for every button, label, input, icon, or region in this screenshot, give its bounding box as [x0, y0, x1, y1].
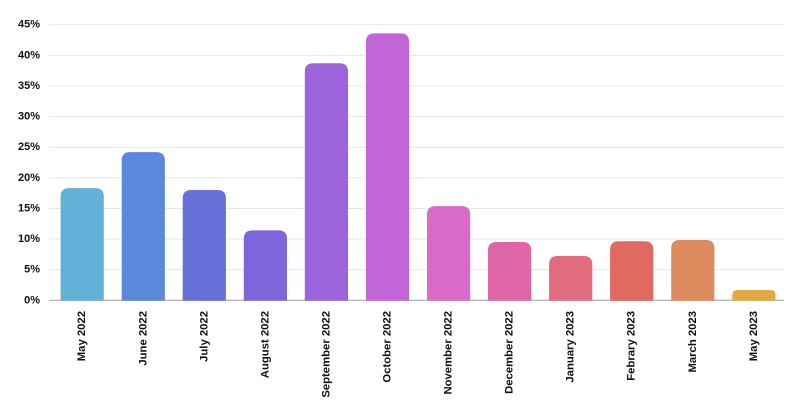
svg-text:March 2023: March 2023	[687, 311, 699, 373]
svg-text:May 2022: May 2022	[76, 311, 88, 361]
svg-text:25%: 25%	[18, 141, 40, 153]
svg-text:August 2022: August 2022	[259, 311, 271, 378]
svg-text:September 2022: September 2022	[320, 311, 332, 398]
svg-text:30%: 30%	[18, 111, 40, 123]
svg-text:May 2023: May 2023	[748, 311, 760, 361]
svg-text:10%: 10%	[18, 233, 40, 245]
svg-text:July 2022: July 2022	[198, 311, 210, 362]
svg-text:35%: 35%	[18, 80, 40, 92]
svg-text:0%: 0%	[24, 294, 40, 306]
svg-text:45%: 45%	[18, 19, 40, 31]
svg-text:October 2022: October 2022	[382, 311, 394, 383]
svg-text:5%: 5%	[24, 264, 40, 276]
svg-text:December 2022: December 2022	[504, 311, 516, 394]
svg-text:January 2023: January 2023	[565, 311, 577, 383]
svg-text:November 2022: November 2022	[443, 311, 455, 395]
svg-text:20%: 20%	[18, 172, 40, 184]
svg-text:June 2022: June 2022	[137, 311, 149, 366]
svg-text:15%: 15%	[18, 202, 40, 214]
svg-text:40%: 40%	[18, 49, 40, 61]
svg-text:Febrary 2023: Febrary 2023	[626, 311, 638, 381]
